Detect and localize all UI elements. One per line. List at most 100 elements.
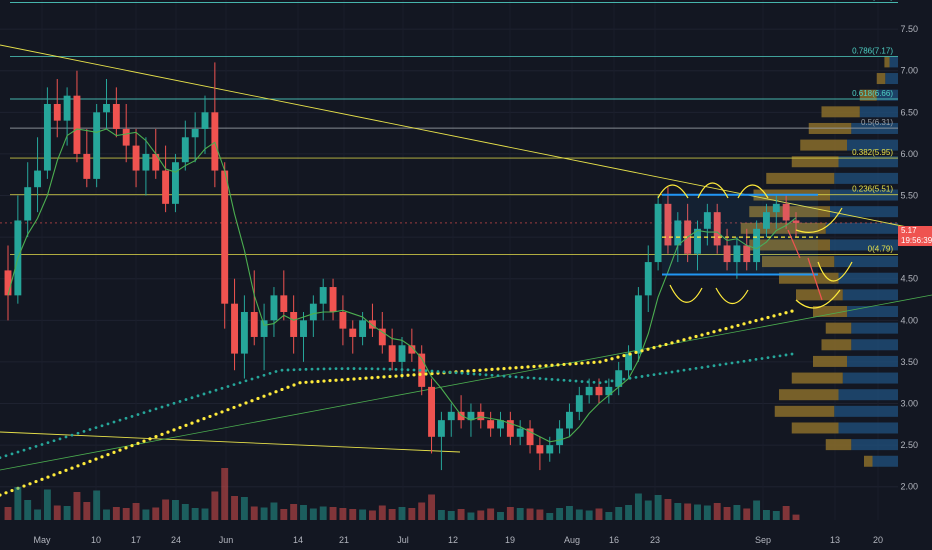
volume-bar (703, 505, 711, 520)
ma-teal-dot (52, 439, 56, 443)
ma-yellow-dot (712, 330, 716, 334)
ma-yellow-dot (748, 320, 752, 324)
ma-yellow-dot (580, 361, 584, 365)
ma-yellow-dot (772, 314, 776, 318)
volume-bar (418, 502, 426, 520)
fib-level-label: 0.236(5.51) (852, 185, 893, 194)
volume-profile-bar-down (774, 405, 835, 417)
volume-bar (654, 495, 662, 520)
ma-teal-dot (322, 367, 326, 371)
ma-yellow-dot (226, 408, 230, 412)
down-arrow (787, 229, 801, 259)
candle-body (280, 295, 288, 312)
ma-teal-dot (556, 378, 560, 382)
candle-body (132, 145, 140, 171)
ma-teal-dot (76, 431, 80, 435)
ma-yellow-dot (100, 455, 104, 459)
ma-yellow-dot (466, 369, 470, 373)
volume-profile-bar-down (813, 355, 847, 367)
ma-teal-dot (34, 444, 38, 448)
volume-bar (83, 502, 91, 520)
time-axis: May 10 17 24 Jun 14 21 Jul 12 19 Aug 16 23 Sep 13 20 (33, 535, 883, 545)
range-box-fill (662, 194, 818, 275)
volume-bar (536, 509, 544, 520)
ma-yellow-dot (670, 341, 674, 345)
volume-profile-bar-up (885, 73, 898, 85)
ma-yellow-dot (340, 378, 344, 382)
ma-yellow-dot (256, 396, 260, 401)
volume-profile-bar-down (791, 156, 839, 168)
ma-teal-dot (664, 371, 668, 375)
ma-teal-dot (238, 381, 242, 385)
candle-body (782, 203, 790, 221)
ma-teal-dot (490, 373, 494, 377)
ma-teal-dot (400, 368, 404, 371)
candle-body (349, 328, 357, 337)
ma-teal-dot (82, 429, 86, 433)
ma-yellow-dot (736, 323, 740, 328)
ma-yellow-dot (70, 466, 74, 470)
projection-arc (715, 287, 749, 305)
price-tick-label: 5.50 (900, 191, 918, 201)
ma-yellow-dot (94, 457, 98, 461)
candle-body (191, 128, 199, 138)
ma-yellow-dot (658, 344, 662, 348)
ma-teal-dot (526, 376, 530, 380)
candle-body (181, 137, 189, 163)
ma-yellow-dot (232, 405, 236, 410)
volume-profile-bar-up (834, 405, 898, 417)
volume-bar (103, 509, 110, 520)
volume-bar (772, 511, 780, 520)
ma-yellow-dot (610, 357, 614, 361)
ma-teal-dot (382, 367, 386, 371)
volume-bar (309, 508, 317, 520)
ma-yellow-dot (322, 379, 326, 383)
ascending-trendline (0, 294, 932, 471)
volume-bar (14, 487, 22, 520)
ma-teal-dot (520, 375, 524, 379)
ma-yellow-dot (160, 432, 164, 436)
fib-level-label: 0.786(7.17) (852, 47, 893, 56)
volume-bar (763, 510, 770, 520)
volume-profile-bar-down (800, 139, 847, 151)
volume-profile-bar-up (872, 455, 898, 467)
ma-teal-dot (154, 407, 158, 411)
ma-teal-dot (64, 435, 68, 439)
candle-body (152, 153, 160, 171)
candle-body (408, 345, 416, 354)
ma-teal-dot (88, 428, 92, 431)
volume-bar (300, 505, 307, 520)
time-tick-label: Jul (397, 535, 409, 545)
ma-teal-dot (676, 369, 680, 373)
candle-body (526, 428, 534, 446)
ma-yellow-dot (532, 364, 536, 369)
volume-profile-bar-down (762, 256, 835, 268)
volume-bar (201, 508, 209, 520)
fib-level-label: 0(4.79) (868, 245, 894, 254)
ma-yellow-dot (502, 366, 506, 371)
volume-bar (319, 506, 327, 520)
candle-body (634, 295, 642, 354)
volume-profile-bar-up (847, 139, 898, 151)
ma-yellow-dot (274, 390, 278, 394)
ma-yellow-dot (652, 346, 656, 350)
ma-yellow-dot (28, 482, 32, 486)
ma-teal-dot (370, 367, 374, 371)
ma-teal-dot (424, 369, 428, 373)
volume-profile-bar-down (791, 372, 843, 384)
time-tick-label: 21 (339, 535, 349, 545)
volume-profile-bar-down (864, 455, 873, 467)
volume-bar (43, 489, 51, 520)
ma-yellow-dot (688, 336, 692, 340)
ma-teal-dot (478, 373, 482, 376)
candle-body (615, 370, 623, 387)
candle-body (290, 312, 298, 337)
volume-profile-bar-up (825, 222, 898, 234)
ma-yellow-dot (394, 374, 398, 378)
volume-bar (408, 508, 416, 520)
volume-profile-bar-up (876, 89, 898, 101)
volume-bar (34, 509, 41, 520)
ma-teal-dot (250, 377, 254, 381)
